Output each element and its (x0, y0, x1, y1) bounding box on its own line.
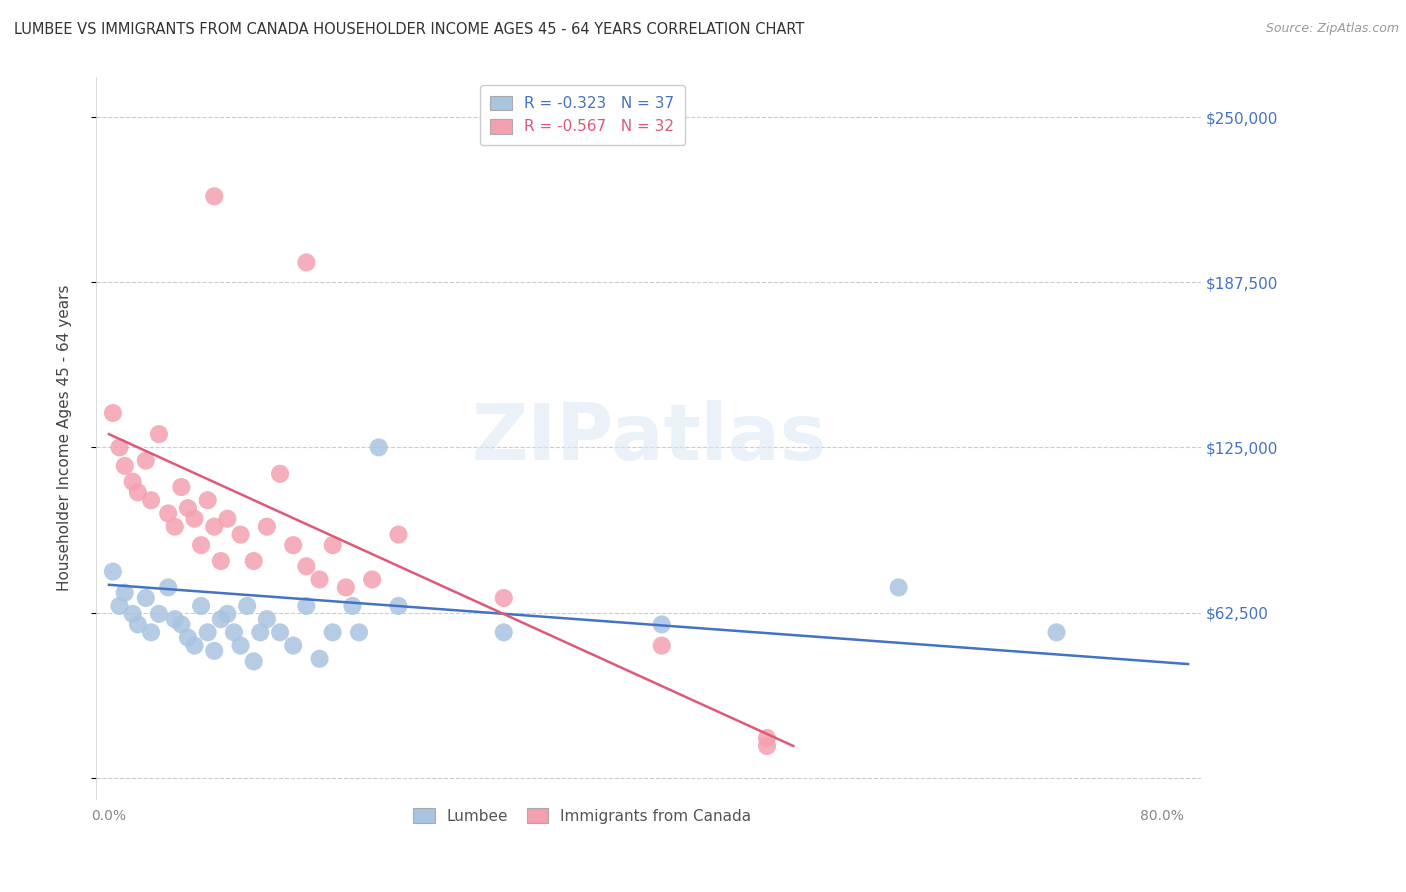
Point (887, 581, 910, 595)
Point (148, 607, 170, 621)
Y-axis label: Householder Income Ages 45 - 64 years: Householder Income Ages 45 - 64 years (58, 285, 72, 591)
Point (242, 554, 264, 568)
Point (322, 538, 344, 552)
Point (135, 453, 157, 467)
Point (108, 599, 131, 613)
Point (308, 652, 330, 666)
Point (361, 573, 384, 587)
Point (202, 644, 225, 658)
Point (197, 493, 219, 508)
Point (114, 585, 136, 599)
Point (492, 591, 515, 605)
Point (756, 731, 779, 745)
Point (322, 625, 344, 640)
Point (157, 581, 180, 595)
Point (190, 538, 212, 552)
Point (756, 739, 779, 753)
Point (202, 189, 225, 203)
Point (183, 512, 205, 526)
Point (177, 501, 200, 516)
Point (139, 625, 162, 640)
Point (308, 573, 330, 587)
Point (170, 480, 193, 494)
Point (492, 625, 515, 640)
Point (127, 485, 149, 500)
Point (121, 607, 143, 621)
Text: Source: ZipAtlas.com: Source: ZipAtlas.com (1265, 22, 1399, 36)
Point (269, 467, 291, 481)
Point (367, 441, 389, 455)
Point (283, 538, 305, 552)
Point (651, 617, 673, 632)
Point (121, 475, 143, 489)
Point (127, 617, 149, 632)
Point (387, 527, 409, 541)
Point (135, 591, 157, 605)
Point (190, 599, 212, 613)
Point (1045, 625, 1067, 640)
Legend: Lumbee, Immigrants from Canada: Lumbee, Immigrants from Canada (402, 797, 762, 835)
Point (283, 639, 305, 653)
Point (342, 599, 364, 613)
Point (101, 406, 124, 420)
Point (197, 625, 219, 640)
Text: LUMBEE VS IMMIGRANTS FROM CANADA HOUSEHOLDER INCOME AGES 45 - 64 YEARS CORRELATI: LUMBEE VS IMMIGRANTS FROM CANADA HOUSEHO… (14, 22, 804, 37)
Point (170, 617, 193, 632)
Text: ZIPatlas: ZIPatlas (471, 401, 827, 476)
Point (236, 599, 259, 613)
Point (209, 612, 232, 626)
Point (217, 512, 239, 526)
Point (256, 519, 278, 533)
Point (295, 599, 318, 613)
Point (177, 631, 200, 645)
Point (335, 581, 357, 595)
Point (163, 519, 186, 533)
Point (163, 612, 186, 626)
Point (256, 612, 278, 626)
Point (269, 625, 291, 640)
Point (139, 493, 162, 508)
Point (108, 441, 131, 455)
Point (101, 565, 124, 579)
Point (229, 527, 252, 541)
Point (209, 554, 232, 568)
Point (157, 507, 180, 521)
Point (114, 458, 136, 473)
Point (347, 625, 370, 640)
Point (222, 625, 245, 640)
Point (249, 625, 271, 640)
Point (387, 599, 409, 613)
Point (202, 519, 225, 533)
Point (183, 639, 205, 653)
Point (242, 655, 264, 669)
Point (148, 427, 170, 442)
Point (295, 559, 318, 574)
Point (651, 639, 673, 653)
Point (229, 639, 252, 653)
Point (217, 607, 239, 621)
Point (295, 255, 318, 269)
